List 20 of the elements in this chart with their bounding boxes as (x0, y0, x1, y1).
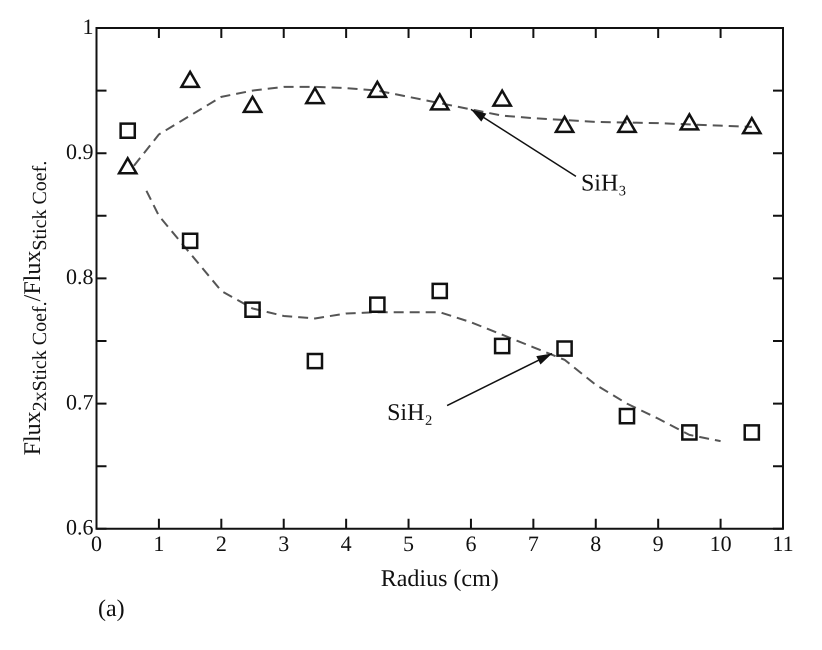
x-tick-label: 7 (528, 530, 539, 556)
text: (a) (98, 596, 125, 623)
x-tick-label: 5 (403, 530, 414, 556)
x-tick-label: 11 (772, 530, 794, 556)
y-tick-label: 1 (82, 14, 94, 39)
y-tick-label: 0.7 (66, 389, 94, 414)
x-tick-label: 10 (710, 530, 732, 556)
x-tick-label: 1 (153, 530, 164, 556)
x-tick-label: 8 (590, 530, 602, 556)
x-tick-label: 4 (340, 530, 352, 556)
x-tick-label: 9 (652, 530, 664, 556)
y-tick-label: 0.6 (66, 514, 94, 540)
annotation: SiH₃ (580, 170, 627, 197)
x-tick-label: 3 (278, 530, 290, 556)
x-tick-label: 6 (465, 530, 476, 556)
y-tick-label: 0.9 (66, 138, 94, 164)
x-axis-title: Radius (cm) (380, 566, 499, 592)
x-tick-label: 2 (216, 530, 227, 556)
annotation: SiH₂ (387, 400, 433, 426)
y-tick-label: 0.8 (66, 264, 94, 290)
